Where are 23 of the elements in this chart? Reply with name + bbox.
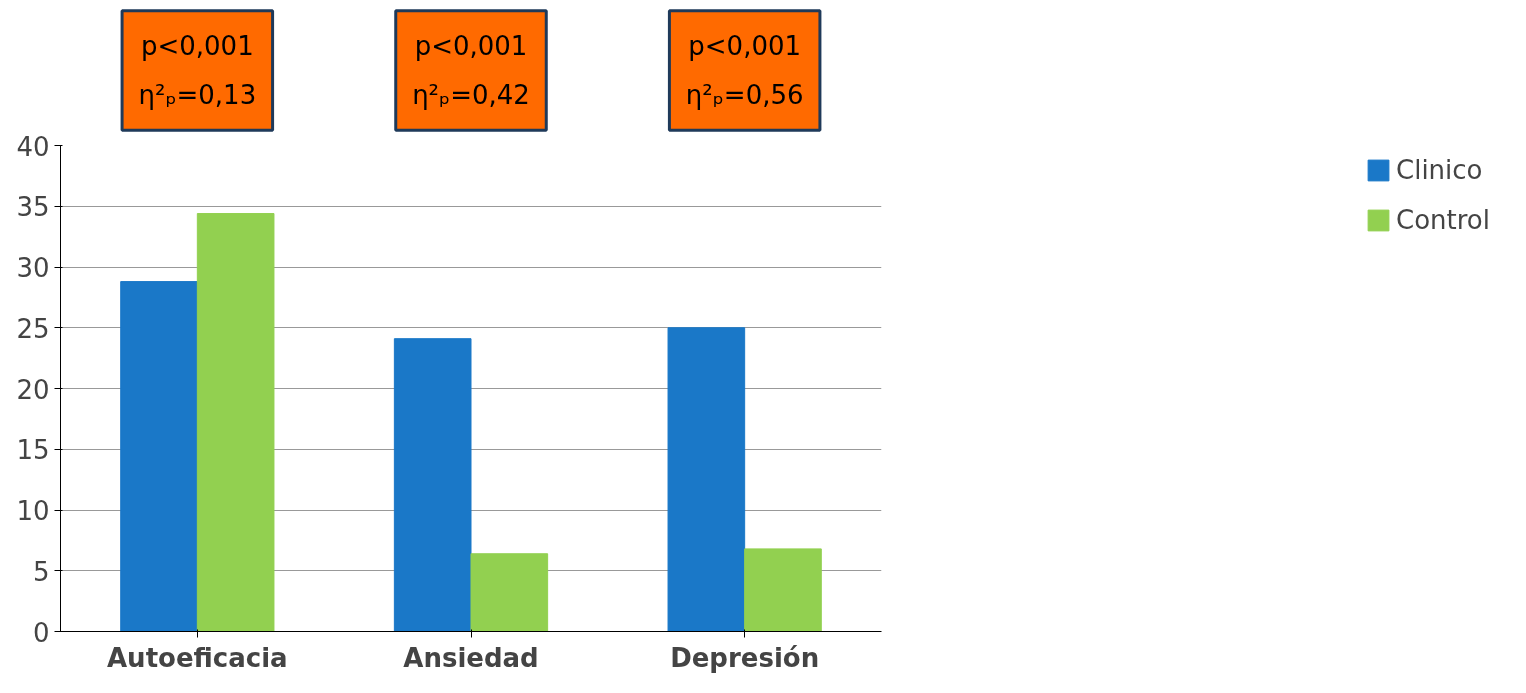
y-tick-label: 25 (16, 313, 50, 344)
y-tick-label: 35 (16, 192, 50, 223)
bar (744, 548, 822, 632)
y-tick-label: 5 (32, 556, 50, 587)
y-tick-label: 40 (16, 131, 50, 162)
text: p<0,001 η²ₚ=0,56 (685, 30, 804, 111)
y-tick-label: 20 (16, 374, 50, 405)
bar (120, 281, 198, 632)
text: p<0,001 η²ₚ=0,42 (412, 30, 530, 111)
bar (393, 338, 472, 632)
y-tick-label: 15 (16, 435, 50, 466)
bar (667, 327, 746, 632)
y-tick-label: 10 (16, 496, 50, 526)
x-tick-label: Depresión (670, 642, 820, 673)
legend-label: Clinico (1396, 155, 1483, 185)
y-tick-label: 30 (16, 253, 50, 283)
x-tick-label: Ansiedad (403, 642, 539, 673)
bar (470, 553, 549, 632)
text: p<0,001 η²ₚ=0,13 (138, 30, 257, 111)
bar (196, 213, 275, 632)
y-tick-label: 0 (32, 617, 50, 648)
legend-label: Control (1396, 205, 1490, 235)
x-tick-label: Autoeficacia (107, 642, 288, 673)
